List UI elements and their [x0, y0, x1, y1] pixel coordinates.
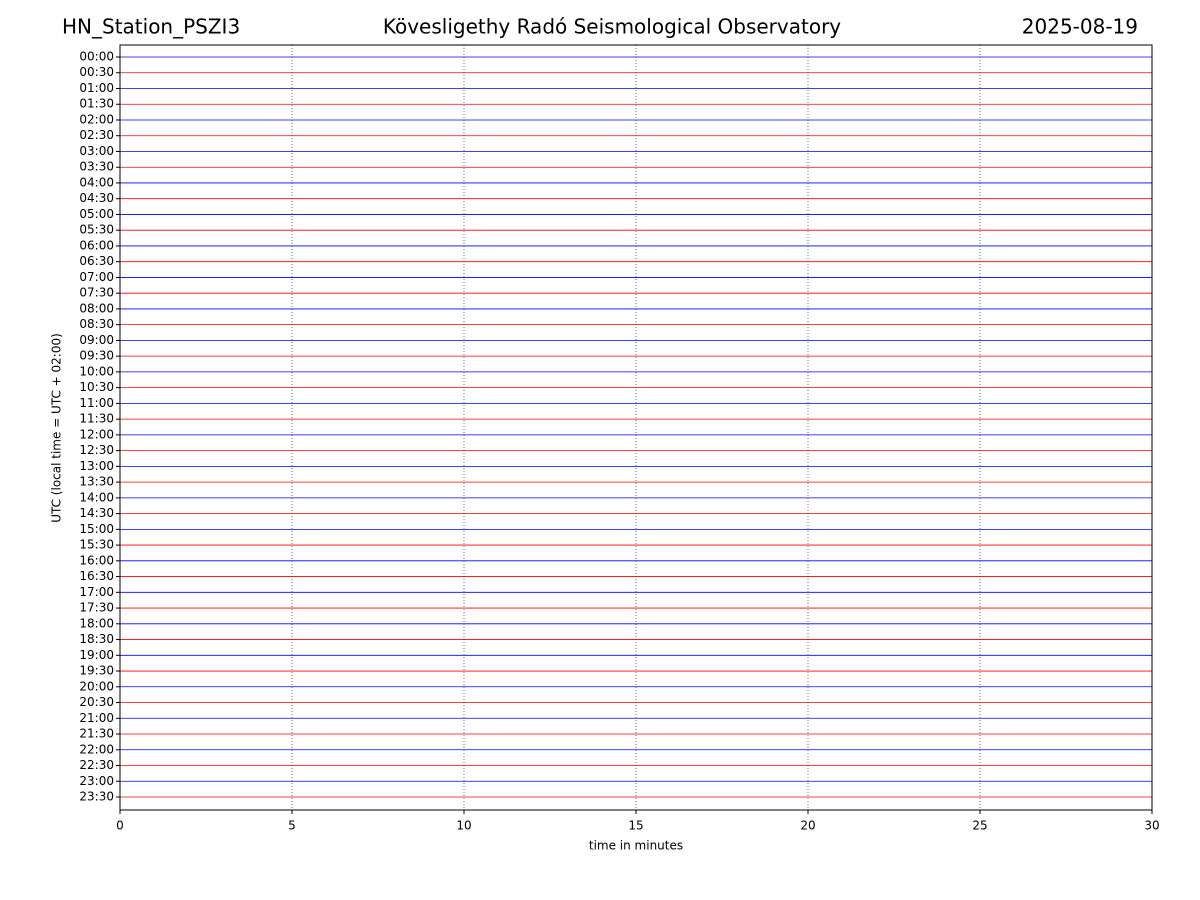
- plot-frame: [119, 44, 1153, 811]
- y-tick-label: 23:00: [79, 774, 114, 788]
- y-tick-label: 06:00: [79, 238, 114, 252]
- y-tick-label: 15:00: [79, 522, 114, 536]
- y-tick-label: 12:30: [79, 443, 114, 457]
- chart-title: Kövesligethy Radó Seismological Observat…: [383, 15, 841, 39]
- y-tick-label: 20:00: [79, 679, 114, 693]
- y-tick-label: 15:30: [79, 538, 114, 552]
- y-tick-label: 08:00: [79, 301, 114, 315]
- y-tick-label: 22:30: [79, 758, 114, 772]
- y-tick-label: 11:00: [79, 396, 114, 410]
- y-tick-label: 18:30: [79, 632, 114, 646]
- y-tick-label: 17:00: [79, 585, 114, 599]
- y-tick-label: 10:00: [79, 364, 114, 378]
- y-tick-label: 11:30: [79, 412, 114, 426]
- y-tick-label: 02:30: [79, 128, 114, 142]
- y-tick-label: 23:30: [79, 790, 114, 804]
- x-tick-label: 5: [288, 819, 296, 833]
- x-tick-label: 30: [1144, 819, 1159, 833]
- y-tick-label: 17:30: [79, 601, 114, 615]
- y-tick-label: 22:00: [79, 742, 114, 756]
- y-tick-label: 12:00: [79, 427, 114, 441]
- y-tick-label: 03:00: [79, 144, 114, 158]
- y-tick-label: 08:30: [79, 317, 114, 331]
- y-tick-label: 00:30: [79, 65, 114, 79]
- y-tick-label: 13:30: [79, 475, 114, 489]
- y-tick-label: 16:30: [79, 569, 114, 583]
- station-title: HN_Station_PSZI3: [62, 15, 240, 39]
- y-tick-label: 02:00: [79, 112, 114, 126]
- y-tick-label: 09:30: [79, 349, 114, 363]
- y-tick-label: 00:00: [79, 50, 114, 64]
- y-tick-label: 13:00: [79, 459, 114, 473]
- x-tick-label: 15: [628, 819, 643, 833]
- date-title: 2025-08-19: [1022, 15, 1138, 39]
- y-tick-label: 07:00: [79, 270, 114, 284]
- y-tick-label: 21:00: [79, 711, 114, 725]
- y-tick-label: 10:30: [79, 380, 114, 394]
- y-tick-label: 18:00: [79, 616, 114, 630]
- y-tick-label: 09:00: [79, 333, 114, 347]
- y-tick-label: 03:30: [79, 160, 114, 174]
- y-tick-label: 07:30: [79, 286, 114, 300]
- y-tick-label: 05:00: [79, 207, 114, 221]
- y-tick-label: 20:30: [79, 695, 114, 709]
- y-tick-label: 04:30: [79, 191, 114, 205]
- x-tick-label: 10: [456, 819, 471, 833]
- y-tick-label: 04:00: [79, 175, 114, 189]
- y-axis-label: UTC (local time = UTC + 02:00): [50, 333, 64, 523]
- y-tick-label: 16:00: [79, 553, 114, 567]
- y-tick-label: 05:30: [79, 223, 114, 237]
- y-tick-label: 19:30: [79, 664, 114, 678]
- y-tick-label: 01:30: [79, 97, 114, 111]
- y-tick-label: 19:00: [79, 648, 114, 662]
- y-tick-label: 01:00: [79, 81, 114, 95]
- x-tick-label: 25: [972, 819, 987, 833]
- x-tick-label: 20: [800, 819, 815, 833]
- x-axis-label: time in minutes: [589, 839, 683, 853]
- y-tick-label: 14:30: [79, 506, 114, 520]
- y-tick-label: 14:00: [79, 490, 114, 504]
- y-tick-label: 06:30: [79, 254, 114, 268]
- x-tick-label: 0: [116, 819, 124, 833]
- y-tick-label: 21:30: [79, 727, 114, 741]
